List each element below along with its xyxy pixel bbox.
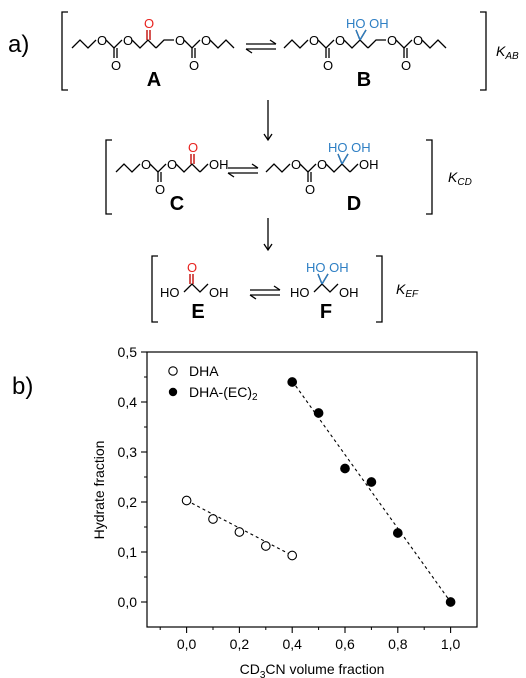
atom-o: O bbox=[335, 33, 345, 48]
compound-label-b: B bbox=[357, 69, 371, 91]
y-tick-label: 0,2 bbox=[118, 494, 138, 510]
arrow-down-1 bbox=[263, 100, 273, 142]
equilibrium-arrow-row1 bbox=[245, 39, 277, 54]
compound-label-d: D bbox=[347, 193, 361, 215]
colored-bonds bbox=[146, 29, 367, 285]
molecule-e bbox=[183, 274, 209, 293]
atom-o: O bbox=[111, 58, 121, 73]
y-axis-label: Hydrate fraction bbox=[91, 441, 107, 540]
plot-frame bbox=[146, 351, 478, 628]
atom-o: O bbox=[123, 33, 133, 48]
compound-labels: A B C D E F bbox=[147, 69, 371, 323]
bracket-row2-left bbox=[105, 139, 112, 215]
atom-hydrate: HO OH bbox=[306, 260, 349, 275]
atom-o: O bbox=[291, 157, 301, 172]
atom-hydrate: HO OH bbox=[346, 16, 389, 31]
panel-label-b: b) bbox=[12, 373, 33, 400]
x-tick-label: 0,4 bbox=[282, 636, 302, 652]
atom-o: O bbox=[401, 58, 411, 73]
x-tick-label: 0,2 bbox=[230, 636, 250, 652]
legend-marker-dha bbox=[168, 366, 178, 376]
bracket-row3-left bbox=[151, 255, 158, 323]
atom-o-ketone: O bbox=[188, 140, 198, 155]
constant-kab: KAB bbox=[496, 43, 519, 62]
atom-labels: O O O O O O O O O O HO OH O O O O O O O … bbox=[97, 16, 423, 300]
y-tick-label: 0,3 bbox=[118, 444, 138, 460]
atom-o: O bbox=[155, 182, 165, 197]
atom-o: O bbox=[97, 33, 107, 48]
constant-kef: KEF bbox=[396, 281, 419, 300]
compound-label-e: E bbox=[191, 301, 204, 323]
atom-o: O bbox=[189, 58, 199, 73]
atom-ho: HO bbox=[160, 285, 180, 300]
atom-o: O bbox=[305, 182, 315, 197]
legend: DHA DHA-(EC)2 bbox=[168, 363, 258, 403]
y-tick-label: 0,5 bbox=[118, 344, 138, 360]
scheme bbox=[61, 11, 487, 323]
data-point-dha bbox=[234, 527, 245, 537]
atom-o: O bbox=[317, 157, 327, 172]
compound-label-a: A bbox=[147, 69, 161, 91]
scatter-chart: 0,0 0,2 0,4 0,6 0,8 1,0 0,0 0,1 0,2 0,3 0,4 0,5 Hy… bbox=[91, 344, 478, 678]
x-tick-label: 0,0 bbox=[177, 636, 197, 652]
data-point-dha bbox=[260, 541, 271, 551]
y-axis-ticks: 0,0 0,1 0,2 0,3 0,4 0,5 bbox=[118, 344, 147, 610]
constant-kcd: KCD bbox=[448, 169, 472, 188]
atom-o: O bbox=[309, 33, 319, 48]
bracket-row1-right bbox=[480, 11, 487, 91]
atom-oh: OH bbox=[339, 285, 359, 300]
data-point-dha-ec2 bbox=[366, 477, 377, 487]
x-axis-label: CD3CN volume fraction bbox=[240, 661, 385, 678]
data-point-dha-ec2 bbox=[340, 463, 350, 474]
atom-o: O bbox=[201, 33, 211, 48]
atom-o: O bbox=[387, 33, 397, 48]
atom-o: O bbox=[323, 58, 333, 73]
x-tick-label: 0,6 bbox=[335, 636, 355, 652]
atom-o: O bbox=[167, 157, 177, 172]
data-point-dha-ec2 bbox=[287, 377, 298, 387]
atom-ho: HO bbox=[290, 285, 310, 300]
y-tick-label: 0,1 bbox=[118, 544, 138, 560]
atom-hydrate: HO OH bbox=[328, 140, 371, 155]
data-points bbox=[181, 377, 456, 607]
data-point-dha-ec2 bbox=[445, 597, 456, 607]
atom-o-ketone: O bbox=[144, 16, 154, 31]
data-point-dha-ec2 bbox=[313, 408, 324, 418]
arrow-down-2 bbox=[263, 218, 273, 252]
fit-lines bbox=[186, 380, 452, 603]
x-axis-ticks: 0,0 0,2 0,4 0,6 0,8 1,0 bbox=[159, 627, 461, 652]
data-point-dha bbox=[208, 514, 218, 524]
data-point-dha bbox=[287, 550, 298, 561]
bracket-row3-right bbox=[376, 255, 383, 323]
equilibrium-arrow-row3 bbox=[249, 285, 281, 300]
equilibrium-arrow-row2 bbox=[227, 163, 259, 178]
y-tick-label: 0,0 bbox=[118, 594, 138, 610]
equilibrium-constants: KAB KCD KEF bbox=[396, 43, 519, 300]
atom-o: O bbox=[413, 33, 423, 48]
legend-label-dha: DHA bbox=[189, 363, 219, 379]
atom-o: O bbox=[175, 33, 185, 48]
atom-oh: OH bbox=[209, 285, 229, 300]
fit-line bbox=[186, 500, 293, 556]
compound-label-f: F bbox=[320, 301, 332, 323]
x-tick-label: 1,0 bbox=[441, 636, 461, 652]
bracket-row2-right bbox=[426, 139, 433, 215]
legend-label-dha-ec2: DHA-(EC)2 bbox=[189, 384, 258, 403]
panel-label-a: a) bbox=[8, 31, 29, 58]
molecule-d bbox=[265, 153, 359, 182]
y-tick-label: 0,4 bbox=[118, 394, 138, 410]
atom-oh: OH bbox=[209, 157, 229, 172]
legend-marker-dha-ec2 bbox=[168, 387, 178, 397]
bracket-row1-left bbox=[61, 11, 68, 91]
data-point-dha bbox=[181, 495, 192, 506]
x-tick-label: 0,8 bbox=[388, 636, 408, 652]
data-point-dha-ec2 bbox=[392, 528, 403, 538]
compound-label-c: C bbox=[170, 193, 184, 215]
atom-oh: OH bbox=[359, 157, 379, 172]
atom-o-ketone: O bbox=[187, 260, 197, 275]
atom-o: O bbox=[141, 157, 151, 172]
